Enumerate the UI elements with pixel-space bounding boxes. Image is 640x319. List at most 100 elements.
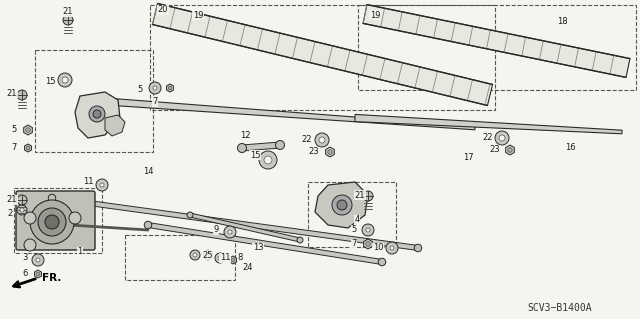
- Text: 13: 13: [253, 243, 263, 253]
- Circle shape: [24, 212, 36, 224]
- Circle shape: [508, 148, 512, 152]
- Circle shape: [187, 212, 193, 218]
- Circle shape: [153, 86, 157, 90]
- Polygon shape: [189, 213, 300, 242]
- Circle shape: [499, 135, 505, 141]
- Text: 4: 4: [355, 216, 360, 225]
- Circle shape: [24, 239, 36, 251]
- Text: 15: 15: [45, 78, 55, 86]
- Circle shape: [144, 221, 152, 229]
- Text: FR.: FR.: [42, 273, 61, 283]
- Circle shape: [264, 156, 272, 164]
- Circle shape: [297, 237, 303, 243]
- Circle shape: [315, 133, 329, 147]
- Text: 24: 24: [243, 263, 253, 272]
- Circle shape: [224, 226, 236, 238]
- Circle shape: [337, 200, 347, 210]
- Bar: [35, 50, 153, 152]
- Circle shape: [17, 90, 27, 100]
- Polygon shape: [75, 92, 120, 138]
- Circle shape: [149, 82, 161, 94]
- Text: 2: 2: [8, 209, 13, 218]
- Circle shape: [69, 212, 81, 224]
- Text: 15: 15: [250, 151, 260, 160]
- Circle shape: [26, 146, 30, 150]
- Text: 21: 21: [7, 88, 17, 98]
- Circle shape: [259, 151, 277, 169]
- Circle shape: [30, 200, 74, 244]
- Circle shape: [228, 230, 232, 234]
- Circle shape: [366, 228, 370, 232]
- Circle shape: [275, 140, 285, 150]
- Circle shape: [93, 110, 101, 118]
- Circle shape: [36, 272, 40, 276]
- Circle shape: [231, 258, 235, 262]
- Text: 22: 22: [301, 136, 312, 145]
- Polygon shape: [204, 250, 212, 260]
- Text: 7: 7: [152, 98, 157, 107]
- Text: 23: 23: [308, 147, 319, 157]
- Text: 7: 7: [12, 144, 17, 152]
- Circle shape: [36, 258, 40, 262]
- Circle shape: [193, 253, 197, 257]
- Text: 19: 19: [370, 11, 380, 19]
- Circle shape: [89, 106, 105, 122]
- Text: 8: 8: [237, 254, 243, 263]
- Circle shape: [62, 77, 68, 83]
- Circle shape: [319, 137, 325, 143]
- Polygon shape: [52, 196, 419, 250]
- Circle shape: [32, 254, 44, 266]
- Circle shape: [96, 179, 108, 191]
- Text: 21: 21: [355, 190, 365, 199]
- Polygon shape: [148, 223, 382, 264]
- Text: 21: 21: [63, 8, 73, 17]
- Circle shape: [190, 250, 200, 260]
- Polygon shape: [355, 115, 622, 134]
- Text: 12: 12: [240, 130, 250, 139]
- Text: 7: 7: [351, 240, 356, 249]
- Circle shape: [362, 224, 374, 236]
- Text: 9: 9: [213, 226, 219, 234]
- Text: 17: 17: [463, 153, 474, 162]
- Circle shape: [17, 205, 27, 215]
- Circle shape: [237, 144, 246, 152]
- Text: 10: 10: [372, 243, 383, 253]
- Circle shape: [45, 215, 59, 229]
- Text: 5: 5: [351, 226, 356, 234]
- Bar: [14, 188, 102, 253]
- Text: SCV3−B1400A: SCV3−B1400A: [528, 303, 592, 313]
- Circle shape: [215, 253, 225, 263]
- Polygon shape: [35, 270, 42, 278]
- Text: 23: 23: [490, 145, 500, 154]
- Polygon shape: [84, 96, 475, 130]
- Polygon shape: [242, 142, 280, 151]
- Text: 11: 11: [83, 177, 93, 187]
- Polygon shape: [326, 147, 334, 157]
- Circle shape: [20, 208, 24, 212]
- Polygon shape: [166, 84, 173, 92]
- Text: 5: 5: [138, 85, 143, 94]
- Polygon shape: [24, 125, 33, 135]
- Polygon shape: [363, 4, 630, 78]
- Circle shape: [218, 256, 222, 260]
- Circle shape: [58, 73, 72, 87]
- Text: 16: 16: [564, 144, 575, 152]
- Text: 14: 14: [143, 167, 153, 176]
- Circle shape: [168, 86, 172, 90]
- Bar: [308, 182, 396, 247]
- Text: 22: 22: [483, 133, 493, 143]
- Circle shape: [48, 194, 56, 202]
- Text: 1: 1: [77, 248, 83, 256]
- Polygon shape: [506, 145, 515, 155]
- Circle shape: [63, 15, 73, 25]
- Text: 5: 5: [12, 125, 17, 135]
- Polygon shape: [105, 115, 125, 136]
- Text: 6: 6: [22, 270, 28, 278]
- Circle shape: [495, 131, 509, 145]
- Polygon shape: [230, 256, 236, 264]
- Circle shape: [17, 195, 27, 205]
- Text: 21: 21: [7, 196, 17, 204]
- Circle shape: [328, 150, 332, 154]
- Text: 20: 20: [157, 5, 168, 14]
- Polygon shape: [315, 182, 368, 228]
